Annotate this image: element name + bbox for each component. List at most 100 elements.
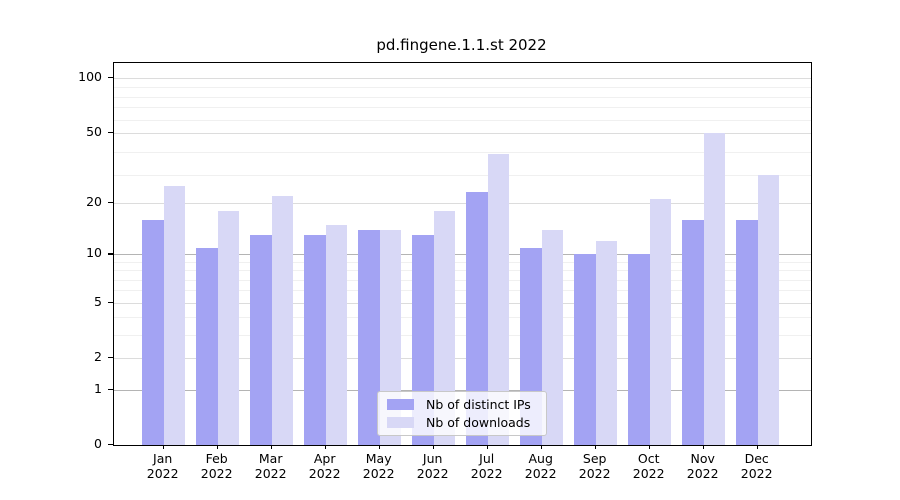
- bar-downloads: [217, 210, 240, 445]
- bar-distinct-ips: [196, 247, 218, 445]
- bar-distinct-ips: [682, 219, 704, 445]
- x-tick-month: Jan: [153, 451, 173, 466]
- y-tick-mark: [108, 388, 113, 391]
- gridline-major: [114, 203, 811, 205]
- y-tick-label: 2: [94, 348, 102, 364]
- x-tick-month: Mar: [258, 451, 283, 466]
- x-tick-month: Jul: [479, 451, 495, 466]
- legend-row-distinct-ips: Nb of distinct IPs: [387, 397, 546, 412]
- gridline-minor: [114, 270, 811, 272]
- x-tick-mark: [270, 445, 272, 449]
- gridline-major: [114, 357, 811, 359]
- gridline-minor: [114, 174, 811, 176]
- gridline-major: [114, 254, 811, 256]
- x-tick-year: 2022: [362, 466, 395, 481]
- x-tick-label: Sep 2022: [568, 451, 622, 481]
- x-tick-month: Nov: [690, 451, 715, 466]
- bar-downloads: [271, 195, 294, 445]
- gridline-major: [114, 132, 811, 134]
- bar-downloads: [757, 174, 780, 445]
- bar-downloads: [703, 132, 726, 445]
- x-tick-label: Jan 2022: [136, 451, 190, 481]
- legend-swatch-downloads: [387, 417, 414, 428]
- gridline-major: [114, 78, 811, 80]
- x-tick-year: 2022: [254, 466, 287, 481]
- x-tick-month: Feb: [205, 451, 228, 466]
- gridline-minor: [114, 119, 811, 121]
- x-tick-month: Dec: [744, 451, 769, 466]
- bar-downloads: [487, 153, 510, 445]
- bar-distinct-ips: [736, 219, 758, 445]
- y-tick-label: 50: [86, 123, 102, 139]
- x-tick-year: 2022: [146, 466, 179, 481]
- bar-downloads: [649, 199, 672, 445]
- x-tick-year: 2022: [200, 466, 233, 481]
- x-tick-label: Feb 2022: [190, 451, 244, 481]
- chart-title: pd.fingene.1.1.st 2022: [376, 36, 547, 54]
- x-tick-label: Oct 2022: [622, 451, 676, 481]
- y-tick-mark: [108, 77, 113, 79]
- x-tick-mark: [702, 445, 704, 449]
- bar-distinct-ips: [466, 192, 488, 445]
- legend-row-downloads: Nb of downloads: [387, 415, 546, 430]
- legend-label-downloads: Nb of downloads: [426, 415, 531, 430]
- x-tick-label: Nov 2022: [676, 451, 730, 481]
- gridline-minor: [114, 334, 811, 336]
- x-tick-year: 2022: [524, 466, 557, 481]
- x-tick-year: 2022: [740, 466, 773, 481]
- y-tick-mark: [108, 131, 113, 133]
- bar-downloads: [163, 186, 186, 445]
- gridline-minor: [114, 87, 811, 89]
- x-tick-mark: [324, 445, 326, 449]
- bar-distinct-ips: [358, 229, 380, 445]
- legend-label-distinct-ips: Nb of distinct IPs: [426, 397, 531, 412]
- legend-swatch-distinct-ips: [387, 399, 414, 410]
- y-tick-mark: [108, 356, 113, 358]
- gridline-minor: [114, 262, 811, 263]
- gridline-major: [114, 389, 811, 391]
- x-tick-month: Oct: [637, 451, 660, 466]
- x-tick-mark: [378, 445, 380, 449]
- x-tick-label: Jul 2022: [460, 451, 514, 481]
- x-tick-label: Apr 2022: [298, 451, 352, 481]
- y-tick-label: 10: [86, 245, 102, 261]
- y-tick-label: 1: [94, 380, 102, 396]
- x-tick-year: 2022: [308, 466, 341, 481]
- x-tick-label: Mar 2022: [244, 451, 298, 481]
- bar-distinct-ips: [574, 254, 596, 445]
- plot-area: Nb of distinct IPs Nb of downloads: [113, 62, 812, 446]
- x-tick-mark: [486, 445, 488, 449]
- x-tick-year: 2022: [578, 466, 611, 481]
- x-tick-month: Sep: [582, 451, 607, 466]
- x-tick-mark: [540, 445, 542, 449]
- x-tick-mark: [432, 445, 434, 449]
- bar-distinct-ips: [250, 235, 272, 445]
- gridline-minor: [114, 317, 811, 319]
- bar-distinct-ips: [628, 254, 650, 445]
- y-tick-label: 20: [86, 194, 102, 210]
- gridline-minor: [114, 107, 811, 109]
- bar-distinct-ips: [304, 235, 326, 445]
- x-tick-mark: [162, 445, 164, 449]
- y-tick-mark: [108, 202, 113, 204]
- bar-downloads: [595, 241, 618, 445]
- bar-distinct-ips: [142, 219, 164, 445]
- gridline-major: [114, 302, 811, 304]
- bar-downloads: [433, 210, 456, 445]
- y-tick-label: 0: [94, 436, 102, 451]
- x-tick-year: 2022: [470, 466, 503, 481]
- x-tick-label: Jun 2022: [406, 451, 460, 481]
- x-tick-month: May: [365, 451, 392, 466]
- x-tick-mark: [594, 445, 596, 449]
- x-tick-label: May 2022: [352, 451, 406, 481]
- legend: Nb of distinct IPs Nb of downloads: [377, 391, 547, 436]
- bar-downloads: [541, 229, 564, 445]
- gridline-minor: [114, 96, 811, 98]
- x-tick-mark: [216, 445, 218, 449]
- x-tick-year: 2022: [632, 466, 665, 481]
- y-tick-mark: [108, 301, 113, 303]
- y-tick-mark: [108, 444, 113, 446]
- y-tick-mark: [108, 253, 113, 255]
- x-tick-label: Aug 2022: [514, 451, 568, 481]
- x-tick-label: Dec 2022: [730, 451, 784, 481]
